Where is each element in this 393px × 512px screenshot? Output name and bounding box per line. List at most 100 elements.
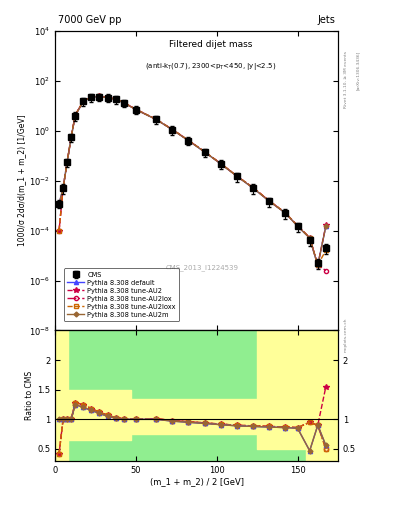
Pythia 8.308 tune-AU2m: [65, 159, 70, 165]
Pythia 8.308 tune-AU2: [323, 222, 328, 228]
Pythia 8.308 tune-AU2: [283, 210, 288, 216]
Pythia 8.308 tune-AU2: [307, 234, 312, 241]
Pythia 8.308 tune-AU2m: [251, 185, 255, 191]
Text: Filtered dijet mass: Filtered dijet mass: [169, 40, 252, 49]
Pythia 8.308 tune-AU2m: [295, 223, 300, 229]
Pythia 8.308 tune-AU2lox: [61, 185, 66, 191]
Pythia 8.308 tune-AU2m: [61, 185, 66, 191]
Line: Pythia 8.308 default: Pythia 8.308 default: [57, 95, 328, 268]
Pythia 8.308 default: [61, 185, 66, 191]
Pythia 8.308 tune-AU2lox: [65, 159, 70, 165]
Pythia 8.308 tune-AU2lox: [267, 198, 272, 204]
Pythia 8.308 tune-AU2: [267, 198, 272, 204]
Pythia 8.308 tune-AU2: [97, 93, 102, 99]
Legend: CMS, Pythia 8.308 default, Pythia 8.308 tune-AU2, Pythia 8.308 tune-AU2lox, Pyth: CMS, Pythia 8.308 default, Pythia 8.308 …: [64, 268, 179, 321]
Line: Pythia 8.308 tune-AU2lox: Pythia 8.308 tune-AU2lox: [57, 94, 328, 273]
Pythia 8.308 default: [186, 138, 191, 144]
Pythia 8.308 default: [113, 96, 118, 102]
Pythia 8.308 tune-AU2m: [202, 149, 207, 155]
X-axis label: (m_1 + m_2) / 2 [GeV]: (m_1 + m_2) / 2 [GeV]: [149, 477, 244, 486]
Pythia 8.308 tune-AU2loxx: [113, 96, 118, 102]
Pythia 8.308 tune-AU2lox: [97, 93, 102, 99]
Pythia 8.308 tune-AU2lox: [323, 267, 328, 273]
Pythia 8.308 tune-AU2m: [134, 106, 138, 113]
Pythia 8.308 tune-AU2m: [105, 95, 110, 101]
Pythia 8.308 tune-AU2lox: [186, 137, 191, 143]
Pythia 8.308 tune-AU2: [69, 134, 73, 140]
Pythia 8.308 tune-AU2loxx: [81, 98, 86, 104]
Pythia 8.308 tune-AU2lox: [121, 99, 126, 105]
Pythia 8.308 default: [134, 106, 138, 113]
Pythia 8.308 tune-AU2loxx: [316, 262, 320, 268]
Line: Pythia 8.308 tune-AU2loxx: Pythia 8.308 tune-AU2loxx: [57, 94, 328, 267]
Pythia 8.308 default: [65, 159, 70, 165]
Pythia 8.308 default: [170, 126, 174, 133]
Pythia 8.308 tune-AU2: [89, 94, 94, 100]
Pythia 8.308 tune-AU2lox: [73, 112, 77, 118]
Pythia 8.308 tune-AU2: [295, 223, 300, 229]
Pythia 8.308 tune-AU2lox: [202, 148, 207, 155]
Pythia 8.308 tune-AU2loxx: [105, 94, 110, 100]
Line: Pythia 8.308 tune-AU2: Pythia 8.308 tune-AU2: [56, 94, 329, 268]
Pythia 8.308 tune-AU2lox: [283, 210, 288, 216]
Pythia 8.308 tune-AU2loxx: [186, 137, 191, 143]
Pythia 8.308 tune-AU2lox: [316, 262, 320, 268]
Pythia 8.308 tune-AU2: [73, 112, 77, 118]
Pythia 8.308 default: [105, 95, 110, 101]
Pythia 8.308 tune-AU2loxx: [267, 198, 272, 204]
Pythia 8.308 tune-AU2lox: [57, 227, 61, 233]
Pythia 8.308 tune-AU2lox: [134, 106, 138, 113]
Pythia 8.308 tune-AU2m: [283, 210, 288, 216]
Pythia 8.308 tune-AU2: [105, 94, 110, 100]
Pythia 8.308 tune-AU2loxx: [295, 223, 300, 229]
Pythia 8.308 tune-AU2m: [323, 223, 328, 229]
Pythia 8.308 default: [267, 198, 272, 204]
Pythia 8.308 tune-AU2m: [219, 161, 223, 167]
Y-axis label: 1000/σ 2dσ/d(m_1 + m_2) [1/GeV]: 1000/σ 2dσ/d(m_1 + m_2) [1/GeV]: [17, 115, 26, 246]
Pythia 8.308 tune-AU2m: [73, 113, 77, 119]
Pythia 8.308 tune-AU2: [235, 173, 239, 179]
Pythia 8.308 default: [219, 161, 223, 167]
Pythia 8.308 default: [316, 263, 320, 269]
Pythia 8.308 tune-AU2: [219, 160, 223, 166]
Pythia 8.308 tune-AU2loxx: [202, 148, 207, 155]
Pythia 8.308 default: [121, 100, 126, 106]
Pythia 8.308 tune-AU2m: [316, 263, 320, 269]
Pythia 8.308 tune-AU2m: [81, 98, 86, 104]
Pythia 8.308 tune-AU2lox: [154, 116, 158, 122]
Pythia 8.308 tune-AU2m: [57, 201, 61, 207]
Pythia 8.308 tune-AU2: [121, 99, 126, 105]
Pythia 8.308 tune-AU2m: [267, 198, 272, 204]
Pythia 8.308 tune-AU2lox: [170, 126, 174, 133]
Pythia 8.308 default: [295, 223, 300, 229]
Pythia 8.308 tune-AU2loxx: [73, 112, 77, 118]
Pythia 8.308 tune-AU2: [61, 185, 66, 191]
Pythia 8.308 tune-AU2: [134, 106, 138, 113]
Pythia 8.308 tune-AU2: [316, 262, 320, 268]
Text: Rivet 3.1.10, ≥ 3M events: Rivet 3.1.10, ≥ 3M events: [344, 51, 348, 108]
Pythia 8.308 tune-AU2loxx: [65, 159, 70, 165]
Pythia 8.308 tune-AU2m: [69, 134, 73, 140]
Pythia 8.308 tune-AU2m: [154, 116, 158, 122]
Pythia 8.308 tune-AU2lox: [105, 94, 110, 100]
Pythia 8.308 tune-AU2m: [307, 235, 312, 241]
Pythia 8.308 tune-AU2loxx: [57, 227, 61, 233]
Pythia 8.308 tune-AU2: [251, 185, 255, 191]
Text: 7000 GeV pp: 7000 GeV pp: [58, 15, 121, 25]
Pythia 8.308 default: [81, 98, 86, 104]
Text: CMS_2013_I1224539: CMS_2013_I1224539: [166, 265, 239, 271]
Pythia 8.308 tune-AU2loxx: [69, 134, 73, 140]
Pythia 8.308 tune-AU2loxx: [219, 160, 223, 166]
Pythia 8.308 tune-AU2loxx: [170, 126, 174, 133]
Pythia 8.308 tune-AU2m: [113, 96, 118, 102]
Pythia 8.308 tune-AU2m: [170, 126, 174, 133]
Pythia 8.308 tune-AU2: [113, 96, 118, 102]
Pythia 8.308 tune-AU2: [170, 126, 174, 133]
Pythia 8.308 tune-AU2m: [121, 100, 126, 106]
Pythia 8.308 default: [235, 173, 239, 179]
Pythia 8.308 default: [307, 235, 312, 241]
Pythia 8.308 default: [202, 149, 207, 155]
Pythia 8.308 default: [73, 113, 77, 119]
Text: mcplots.cern.ch: mcplots.cern.ch: [344, 317, 348, 352]
Pythia 8.308 default: [323, 223, 328, 229]
